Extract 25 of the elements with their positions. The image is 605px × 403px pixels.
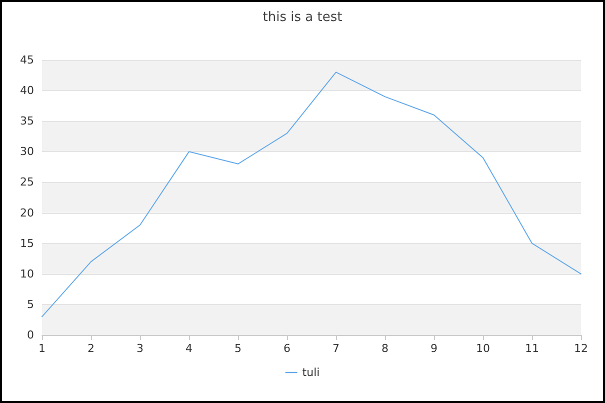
x-tick-label: 2 — [88, 342, 94, 355]
x-tick-label: 4 — [186, 342, 192, 355]
y-tick-label: 35 — [20, 114, 34, 128]
legend-label: tuli — [302, 366, 320, 379]
x-tick-label: 3 — [136, 342, 144, 355]
x-tick-label: 10 — [476, 342, 490, 355]
y-tick-label: 45 — [20, 54, 34, 66]
y-tick-label: 5 — [27, 298, 34, 311]
y-tick-label: 25 — [20, 176, 34, 189]
x-tick-label: 8 — [382, 342, 388, 355]
y-tick-label: 10 — [20, 267, 34, 280]
x-tick-label: 9 — [430, 342, 438, 355]
x-tick-label: 5 — [234, 342, 242, 355]
x-tick-label: 7 — [332, 342, 340, 355]
y-tick-label: 0 — [27, 328, 34, 342]
x-tick-label: 1 — [38, 342, 46, 355]
y-tick-label: 40 — [20, 84, 34, 98]
line-series — [42, 72, 582, 318]
x-tick-label: 12 — [574, 342, 588, 355]
x-tick-label: 6 — [284, 342, 290, 355]
x-tick-label: 11 — [525, 342, 539, 355]
y-tick-label: 20 — [20, 206, 34, 220]
y-tick-label: 30 — [20, 145, 34, 158]
y-tick-label: 15 — [20, 236, 34, 250]
chart-title: this is a test — [262, 10, 342, 25]
